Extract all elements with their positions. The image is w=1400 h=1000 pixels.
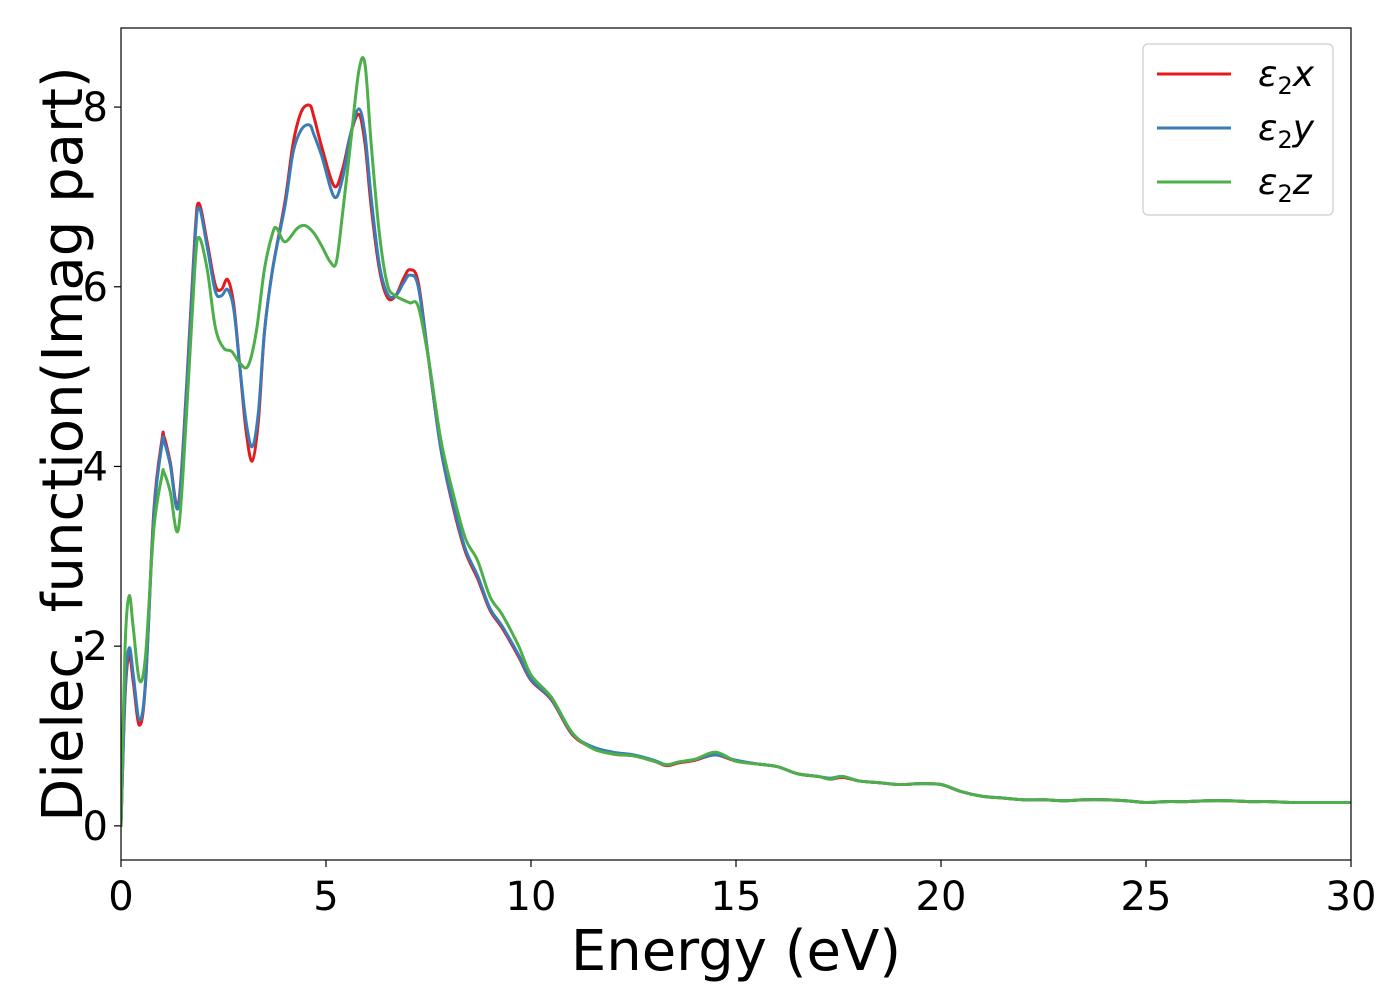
x-axis-title: Energy (eV) — [571, 919, 901, 984]
series-line-z — [121, 55, 1351, 828]
axis-ticks: 0 5 10 15 20 25 30 0 2 4 6 8 — [83, 85, 1377, 920]
y-tick-label: 8 — [83, 85, 108, 131]
legend: ε2x ε2y ε2z — [1142, 43, 1334, 216]
x-tick-label: 30 — [1326, 874, 1377, 920]
x-tick-label: 20 — [916, 874, 967, 920]
legend-item-x: ε2x — [1157, 54, 1315, 100]
plot-area — [120, 27, 1352, 861]
legend-box — [1142, 43, 1334, 216]
y-tick-label: 6 — [83, 265, 108, 311]
y-tick-label: 2 — [83, 624, 108, 670]
x-tick-label: 10 — [506, 874, 557, 920]
legend-label: ε2y — [1258, 108, 1315, 154]
legend-label: ε2z — [1258, 162, 1313, 208]
series-lines — [121, 55, 1351, 828]
legend-item-z: ε2z — [1157, 162, 1313, 208]
y-axis-title: Dielec. function(Imag part) — [31, 66, 96, 822]
y-tick-label: 0 — [83, 804, 108, 850]
legend-label: ε2x — [1258, 54, 1315, 100]
y-tick-label: 4 — [83, 444, 108, 490]
x-tick-label: 5 — [313, 874, 338, 920]
x-tick-label: 15 — [711, 874, 762, 920]
legend-item-y: ε2y — [1157, 108, 1315, 154]
x-tick-label: 25 — [1121, 874, 1172, 920]
x-tick-label: 0 — [108, 874, 133, 920]
